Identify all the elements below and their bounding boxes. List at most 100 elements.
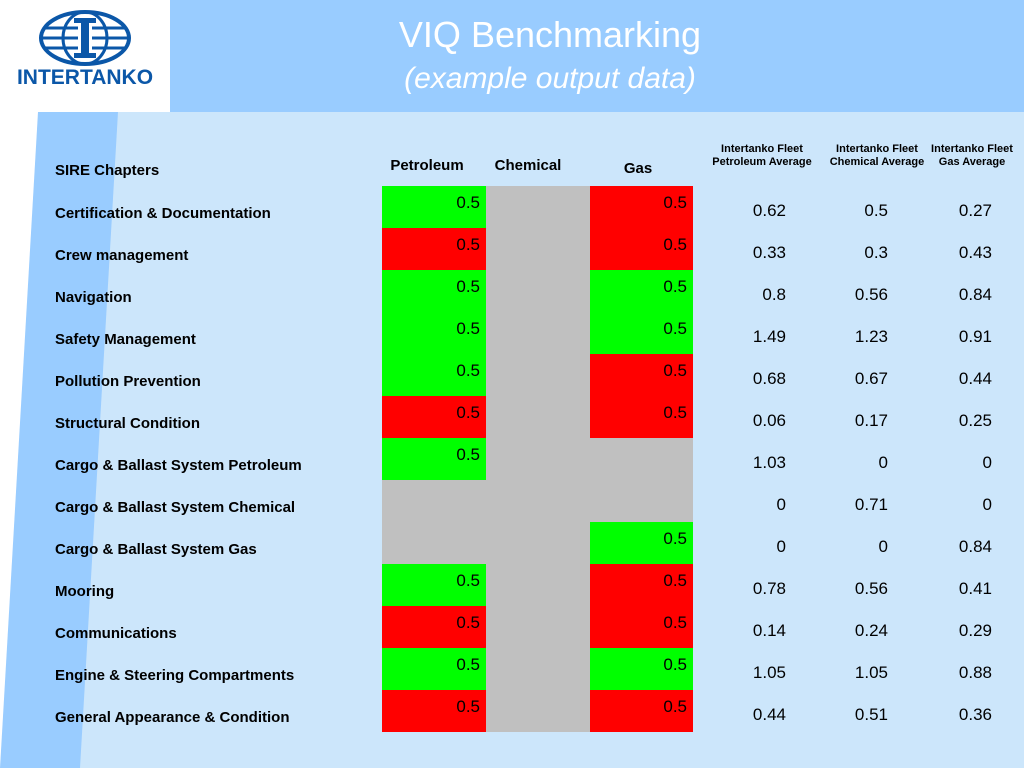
gas-score-cell: 0.5 (590, 270, 693, 312)
avg-chemical-value: 0.67 (854, 369, 888, 388)
gas-score-cell: 0.5 (590, 648, 693, 690)
row-label: Communications (55, 625, 177, 642)
petroleum-score-cell: 0.5 (382, 354, 486, 396)
gas-score-cell: 0.5 (590, 522, 693, 564)
row-label: General Appearance & Condition (55, 709, 290, 726)
avg-petroleum-value: 0.78 (752, 579, 786, 598)
avg-chemical-value: 0.24 (854, 621, 888, 640)
fleet-gas-header: Intertanko Fleet Gas Average (926, 143, 1018, 169)
row-label: Cargo & Ballast System Chemical (55, 499, 296, 516)
avg-chemical-value: 0.3 (864, 243, 888, 262)
fleet-chemical-header-line1: Intertanko Fleet (836, 143, 918, 155)
petroleum-score-cell: 0.5 (382, 438, 486, 480)
avg-gas-value: 0.84 (958, 537, 992, 556)
avg-chemical-value: 0 (878, 537, 888, 556)
row-label: Safety Management (55, 331, 196, 348)
gas-score-cell: 0.5 (590, 228, 693, 270)
avg-chemical-value: 1.23 (854, 327, 888, 346)
avg-gas-value: 0.43 (958, 243, 992, 262)
avg-gas-value: 0.44 (958, 369, 992, 388)
avg-gas-value: 0.84 (958, 285, 992, 304)
avg-chemical-value: 0.17 (854, 411, 888, 430)
chemical-score-cell (486, 396, 590, 438)
avg-petroleum-value: 0.68 (752, 369, 786, 388)
chemical-header: Chemical (494, 157, 562, 174)
avg-chemical-value: 0.71 (854, 495, 888, 514)
fleet-chemical-header-line2: Chemical Average (829, 156, 925, 168)
avg-gas-value: 0.25 (958, 411, 992, 430)
avg-chemical-value: 0.56 (854, 285, 888, 304)
sire-chapters-header: SIRE Chapters (55, 162, 160, 179)
petroleum-score-cell: 0.5 (382, 312, 486, 354)
row-label: Crew management (55, 247, 189, 264)
avg-petroleum-value: 0 (776, 537, 786, 556)
gas-score-cell (590, 480, 693, 522)
petroleum-score-cell: 0.5 (382, 648, 486, 690)
logo-text: INTERTANKO (16, 66, 154, 89)
fleet-petroleum-header-line1: Intertanko Fleet (721, 143, 803, 155)
fleet-petroleum-header-line2: Petroleum Average (712, 156, 812, 168)
chemical-score-cell (486, 480, 590, 522)
fleet-gas-header-line2: Gas Average (938, 156, 1006, 168)
chemical-score-cell (486, 522, 590, 564)
avg-petroleum-value: 0.14 (752, 621, 786, 640)
page-subtitle: (example output data) (404, 62, 696, 95)
chemical-score-cell (486, 564, 590, 606)
row-label: Structural Condition (55, 415, 200, 432)
chemical-score-cell (486, 606, 590, 648)
fleet-gas-header-line1: Intertanko Fleet (931, 143, 1013, 155)
petroleum-score-cell: 0.5 (382, 396, 486, 438)
gas-score-cell: 0.5 (590, 396, 693, 438)
avg-gas-value: 0.88 (958, 663, 992, 682)
avg-petroleum-value: 1.49 (752, 327, 786, 346)
petroleum-score-cell: 0.5 (382, 564, 486, 606)
avg-petroleum-value: 0 (776, 495, 786, 514)
chemical-score-cell (486, 270, 590, 312)
petroleum-score-cell: 0.5 (382, 270, 486, 312)
fleet-chemical-header: Intertanko Fleet Chemical Average (823, 143, 931, 169)
intertanko-logo: INTERTANKO (0, 0, 170, 112)
avg-gas-value: 0.27 (958, 201, 992, 220)
chemical-score-cell (486, 228, 590, 270)
avg-petroleum-value: 0.33 (752, 243, 786, 262)
row-label: Certification & Documentation (55, 205, 271, 222)
avg-chemical-value: 0.56 (854, 579, 888, 598)
gas-score-cell: 0.5 (590, 312, 693, 354)
avg-chemical-value: 0.51 (854, 705, 888, 724)
avg-petroleum-value: 0.62 (752, 201, 786, 220)
gas-header: Gas (623, 160, 653, 177)
gas-score-cell: 0.5 (590, 606, 693, 648)
chemical-score-cell (486, 354, 590, 396)
petroleum-score-cell: 0.5 (382, 186, 486, 228)
avg-petroleum-value: 1.05 (752, 663, 786, 682)
fleet-petroleum-header: Intertanko Fleet Petroleum Average (706, 143, 818, 169)
gas-score-cell (590, 438, 693, 480)
row-label: Cargo & Ballast System Petroleum (55, 457, 302, 474)
avg-chemical-value: 0 (878, 453, 888, 472)
avg-petroleum-value: 1.03 (752, 453, 786, 472)
petroleum-score-cell: 0.5 (382, 690, 486, 732)
page-title: VIQ Benchmarking (398, 14, 702, 55)
petroleum-score-cell (382, 522, 486, 564)
row-label: Mooring (55, 583, 115, 600)
avg-petroleum-value: 0.06 (752, 411, 786, 430)
avg-chemical-value: 1.05 (854, 663, 888, 682)
avg-petroleum-value: 0.44 (752, 705, 786, 724)
row-label: Pollution Prevention (55, 373, 201, 390)
gas-score-cell: 0.5 (590, 564, 693, 606)
header-band (0, 0, 1024, 112)
avg-chemical-value: 0.5 (864, 201, 888, 220)
petroleum-header: Petroleum (390, 157, 464, 174)
chemical-score-cell (486, 690, 590, 732)
chemical-score-cell (486, 438, 590, 480)
gas-score-cell: 0.5 (590, 354, 693, 396)
avg-gas-value: 0.41 (958, 579, 992, 598)
petroleum-score-cell: 0.5 (382, 228, 486, 270)
avg-gas-value: 0 (982, 495, 992, 514)
row-label: Cargo & Ballast System Gas (55, 541, 257, 558)
avg-gas-value: 0.29 (958, 621, 992, 640)
chemical-score-cell (486, 312, 590, 354)
chemical-score-cell (486, 648, 590, 690)
petroleum-score-cell: 0.5 (382, 606, 486, 648)
decorative-stripe (0, 112, 118, 768)
